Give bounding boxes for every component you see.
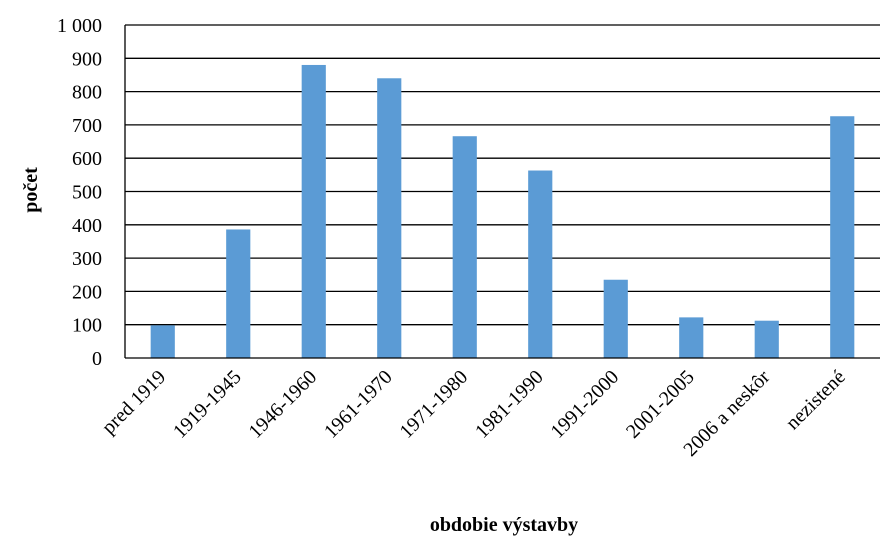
bar [528,170,553,358]
x-tick-label: nezistené [782,366,850,434]
bars [150,64,855,359]
x-tick-label: pred 1919 [98,366,171,439]
x-tick-label: 1971-1980 [395,366,472,443]
y-tick-label: 800 [72,82,102,104]
y-tick-label: 500 [72,182,102,204]
x-tick-label: 1991-2000 [546,366,623,443]
bar [377,78,402,358]
y-tick-label: 900 [72,48,102,70]
gridlines [125,24,880,326]
x-tick-label: 1961-1970 [320,366,397,443]
x-tick-label: 1919-1945 [169,366,246,443]
y-tick-label: 1 000 [57,15,102,37]
x-tick-labels: pred 19191919-19451946-19601961-19701971… [98,366,850,461]
y-tick-labels: 0 100 200 300 400 500 600 700 800 900 1 000 [57,15,102,370]
y-tick-label: 300 [72,248,102,270]
y-tick-label: 400 [72,215,102,237]
bar [226,229,251,358]
y-tick-label: 200 [72,281,102,303]
bar [150,325,175,358]
x-axis-title: obdobie výstavby [430,514,578,536]
y-axis-title: počet [20,167,42,213]
y-tick-label: 700 [72,115,102,137]
y-tick-label: 0 [92,348,102,370]
x-tick-label: 2001-2005 [622,366,699,443]
bar [301,64,326,359]
bar [830,116,855,358]
bar [754,320,779,358]
x-tick-label: 1946-1960 [244,366,321,443]
x-tick-label: 1981-1990 [471,366,548,443]
y-tick-label: 600 [72,148,102,170]
bar [452,136,477,358]
bar [603,279,628,358]
y-tick-label: 100 [72,315,102,337]
axes [124,25,880,359]
bar [679,317,704,358]
